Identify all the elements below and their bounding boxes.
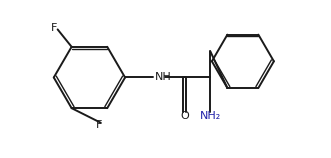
Text: F: F	[51, 23, 57, 33]
Text: NH: NH	[155, 73, 172, 82]
Text: NH₂: NH₂	[200, 111, 221, 121]
Text: O: O	[180, 111, 189, 121]
Text: F: F	[96, 120, 103, 130]
